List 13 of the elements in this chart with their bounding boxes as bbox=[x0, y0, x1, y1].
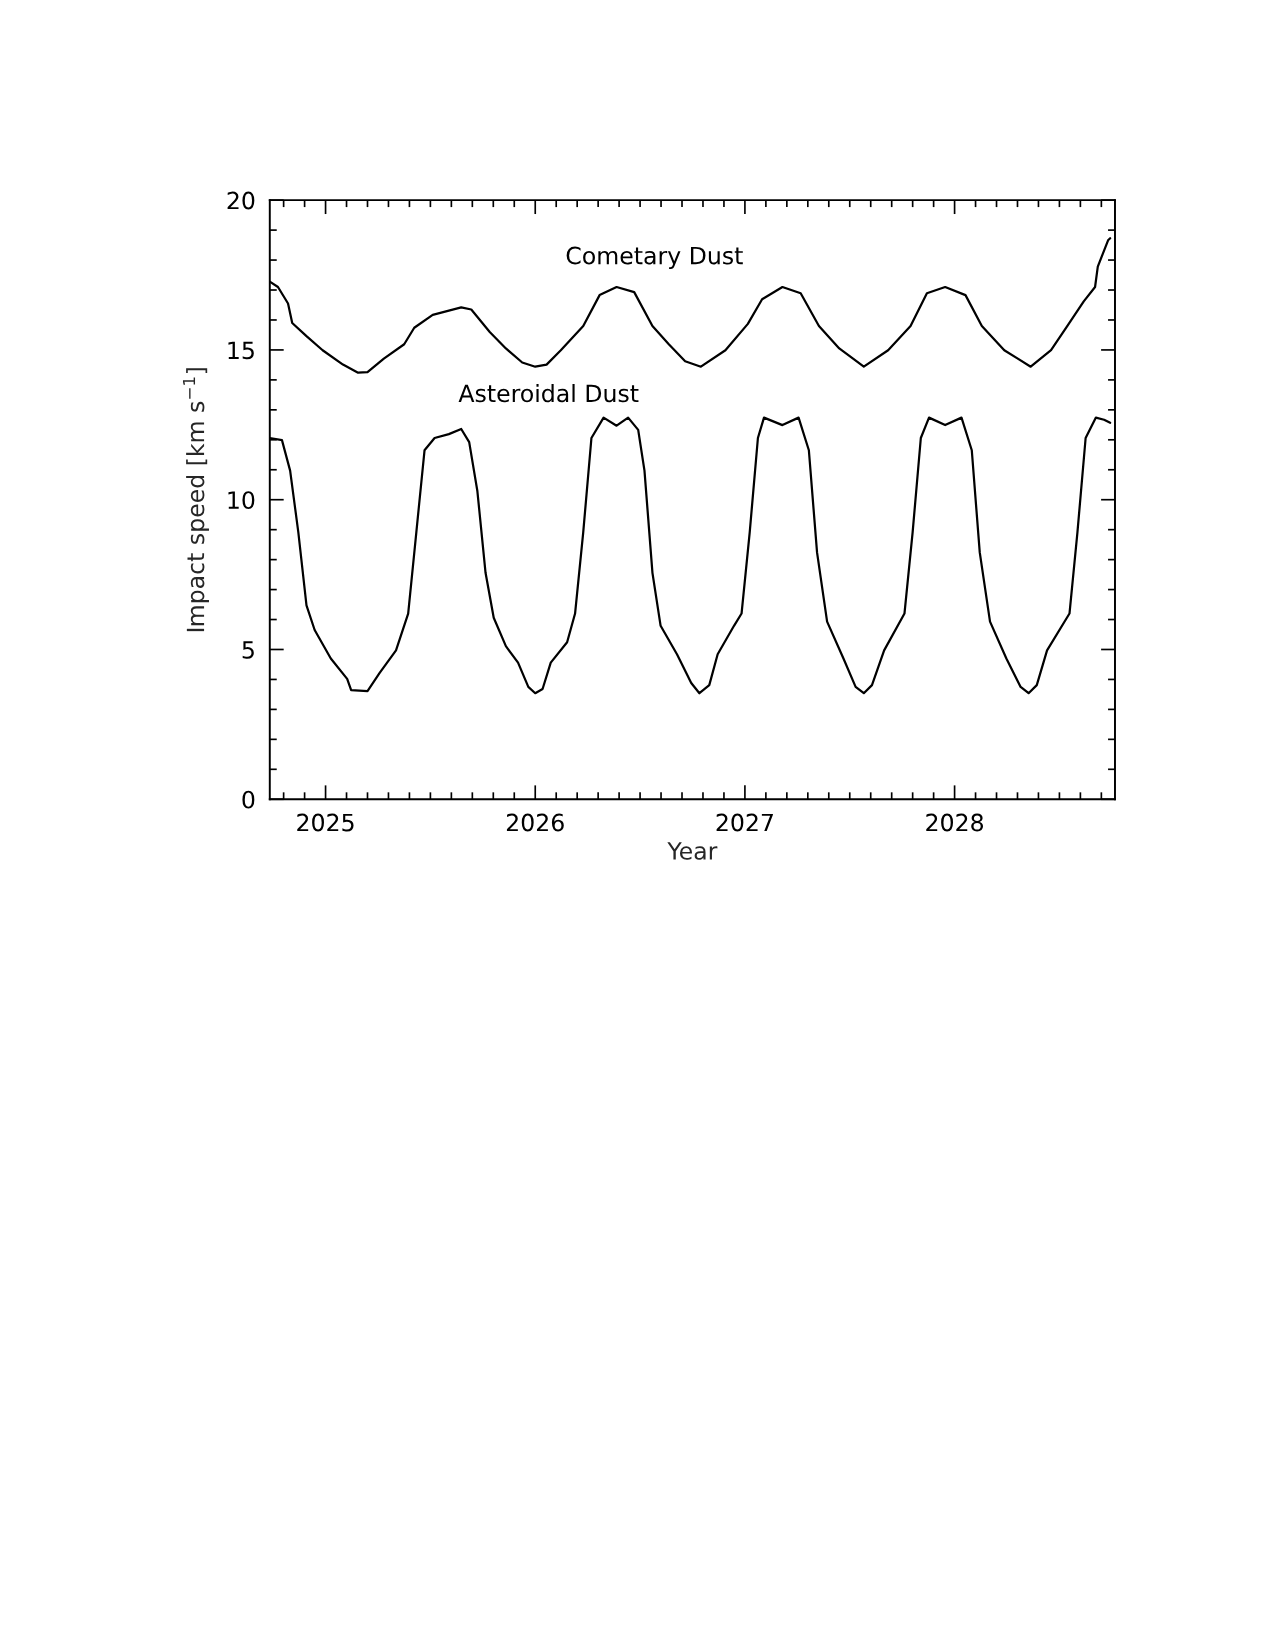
y-tick-label: 10 bbox=[228, 491, 255, 510]
series-label: Asteroidal Dust bbox=[458, 383, 639, 403]
x-tick-label: 2027 bbox=[716, 813, 773, 832]
y-tick-label: 5 bbox=[242, 641, 254, 659]
series-label: Cometary Dust bbox=[566, 246, 743, 270]
y-tick-label: 0 bbox=[242, 790, 255, 809]
y-axis-title: Impact speed [km s$^{−1}$] bbox=[182, 368, 209, 632]
x-tick-label: 2025 bbox=[297, 813, 354, 832]
y-tick-label: 20 bbox=[227, 191, 255, 210]
x-tick-label: 2026 bbox=[506, 813, 564, 832]
y-tick-label: 15 bbox=[228, 341, 254, 360]
x-axis-title: Year bbox=[667, 842, 718, 860]
x-tick-label: 2028 bbox=[926, 813, 984, 832]
